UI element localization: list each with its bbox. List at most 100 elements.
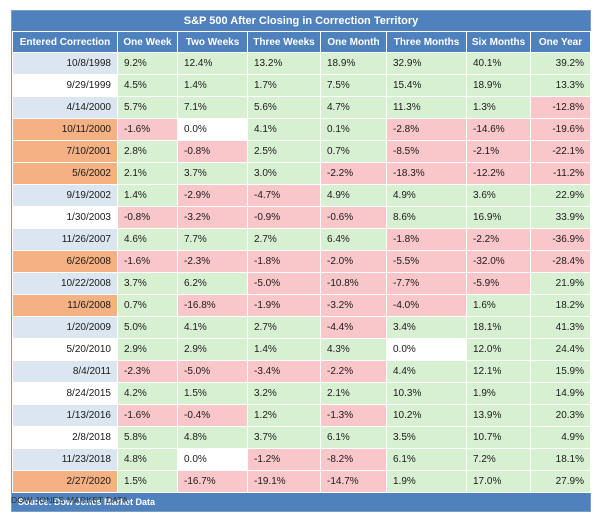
return-cell: -8.2% xyxy=(320,448,387,471)
return-cell: 2.7% xyxy=(247,228,321,251)
return-cell: 15.4% xyxy=(386,74,467,97)
correction-date-cell: 11/6/2008 xyxy=(12,294,118,317)
return-cell: 10.7% xyxy=(466,426,531,449)
return-cell: -1.2% xyxy=(247,448,321,471)
return-cell: 9.2% xyxy=(117,52,178,75)
return-cell: -2.3% xyxy=(117,360,178,383)
correction-date-cell: 8/4/2011 xyxy=(12,360,118,383)
return-cell: -32.0% xyxy=(466,250,531,273)
return-cell: 3.7% xyxy=(117,272,178,295)
return-cell: 12.1% xyxy=(466,360,531,383)
return-cell: 1.5% xyxy=(177,382,248,405)
return-cell: 11.3% xyxy=(386,96,467,119)
return-cell: 41.3% xyxy=(530,316,591,339)
return-cell: -22.1% xyxy=(530,140,591,163)
return-cell: -0.4% xyxy=(177,404,248,427)
return-cell: -14.7% xyxy=(320,470,387,493)
return-cell: 18.9% xyxy=(466,74,531,97)
return-cell: 1.2% xyxy=(247,404,321,427)
return-cell: -1.9% xyxy=(247,294,321,317)
return-cell: 4.5% xyxy=(117,74,178,97)
return-cell: 20.3% xyxy=(530,404,591,427)
return-cell: 4.9% xyxy=(320,184,387,207)
table-row: 2/8/2018 5.8% 4.8% 3.7% 6.1% 3.5% 10.7% 4.9% xyxy=(12,426,591,449)
return-cell: 1.4% xyxy=(117,184,178,207)
correction-date-cell: 1/20/2009 xyxy=(12,316,118,339)
source-note: Source: Dow Jones Market Data xyxy=(12,493,590,511)
return-cell: -2.3% xyxy=(177,250,248,273)
column-header: Entered Correction xyxy=(12,31,118,53)
table-row: 10/11/2000 -1.6% 0.0% 4.1% 0.1% -2.8% -14.6% -1… xyxy=(12,118,591,141)
return-cell: -11.2% xyxy=(530,162,591,185)
return-cell: 22.9% xyxy=(530,184,591,207)
returns-table: Entered Correction One Week Two Weeks Three… xyxy=(12,31,591,493)
column-header: One Month xyxy=(320,31,387,53)
return-cell: 1.7% xyxy=(247,74,321,97)
return-cell: -2.2% xyxy=(320,360,387,383)
correction-date-cell: 10/8/1998 xyxy=(12,52,118,75)
return-cell: -10.8% xyxy=(320,272,387,295)
return-cell: 0.0% xyxy=(177,118,248,141)
return-cell: -19.1% xyxy=(247,470,321,493)
column-header: Three Weeks xyxy=(247,31,321,53)
return-cell: -14.6% xyxy=(466,118,531,141)
return-cell: 4.8% xyxy=(117,448,178,471)
table-row: 9/29/1999 4.5% 1.4% 1.7% 7.5% 15.4% 18.9% 13.3% xyxy=(12,74,591,97)
table-row: 5/20/2010 2.9% 2.9% 1.4% 4.3% 0.0% 12.0% 24.4% xyxy=(12,338,591,361)
return-cell: 6.2% xyxy=(177,272,248,295)
table-row: 1/13/2016 -1.6% -0.4% 1.2% -1.3% 10.2% 13.9% 20… xyxy=(12,404,591,427)
table-row: 2/27/2020 1.5% -16.7% -19.1% -14.7% 1.9% 17.0%… xyxy=(12,470,591,493)
correction-date-cell: 11/26/2007 xyxy=(12,228,118,251)
return-cell: -4.0% xyxy=(386,294,467,317)
return-cell: 40.1% xyxy=(466,52,531,75)
return-cell: 2.5% xyxy=(247,140,321,163)
return-cell: 4.1% xyxy=(177,316,248,339)
return-cell: 0.7% xyxy=(320,140,387,163)
return-cell: -1.3% xyxy=(320,404,387,427)
table-row: 11/23/2018 4.8% 0.0% -1.2% -8.2% 6.1% 7.2% 18.1… xyxy=(12,448,591,471)
table-row: 1/20/2009 5.0% 4.1% 2.7% -4.4% 3.4% 18.1% 41.3% xyxy=(12,316,591,339)
return-cell: 4.7% xyxy=(320,96,387,119)
return-cell: 6.1% xyxy=(386,448,467,471)
return-cell: -5.0% xyxy=(177,360,248,383)
return-cell: 5.0% xyxy=(117,316,178,339)
return-cell: -19.6% xyxy=(530,118,591,141)
return-cell: 18.1% xyxy=(530,448,591,471)
return-cell: -0.8% xyxy=(117,206,178,229)
return-cell: 1.6% xyxy=(466,294,531,317)
footer-credit: DOW JONES MARKET DATA xyxy=(11,495,129,505)
return-cell: 32.9% xyxy=(386,52,467,75)
return-cell: 14.9% xyxy=(530,382,591,405)
return-cell: -1.6% xyxy=(117,404,178,427)
return-cell: 5.6% xyxy=(247,96,321,119)
return-cell: -0.6% xyxy=(320,206,387,229)
return-cell: 7.5% xyxy=(320,74,387,97)
return-cell: 3.7% xyxy=(247,426,321,449)
return-cell: 39.2% xyxy=(530,52,591,75)
return-cell: 33.9% xyxy=(530,206,591,229)
return-cell: -36.9% xyxy=(530,228,591,251)
return-cell: -1.8% xyxy=(247,250,321,273)
return-cell: 6.1% xyxy=(320,426,387,449)
table-body: 10/8/1998 9.2% 12.4% 13.2% 18.9% 32.9% 40.1% 39… xyxy=(12,52,591,493)
return-cell: -28.4% xyxy=(530,250,591,273)
return-cell: -4.4% xyxy=(320,316,387,339)
return-cell: 2.1% xyxy=(117,162,178,185)
return-cell: 0.0% xyxy=(177,448,248,471)
correction-date-cell: 7/10/2001 xyxy=(12,140,118,163)
return-cell: 3.2% xyxy=(247,382,321,405)
return-cell: -12.8% xyxy=(530,96,591,119)
table-row: 6/26/2008 -1.6% -2.3% -1.8% -2.0% -5.5% -32.0%… xyxy=(12,250,591,273)
correction-date-cell: 10/11/2000 xyxy=(12,118,118,141)
correction-date-cell: 9/19/2002 xyxy=(12,184,118,207)
correction-date-cell: 1/30/2003 xyxy=(12,206,118,229)
return-cell: 4.1% xyxy=(247,118,321,141)
return-cell: -0.9% xyxy=(247,206,321,229)
return-cell: 4.4% xyxy=(386,360,467,383)
return-cell: 2.7% xyxy=(247,316,321,339)
return-cell: -16.8% xyxy=(177,294,248,317)
return-cell: -16.7% xyxy=(177,470,248,493)
return-cell: -0.8% xyxy=(177,140,248,163)
table-row: 8/4/2011 -2.3% -5.0% -3.4% -2.2% 4.4% 12.1% 15.… xyxy=(12,360,591,383)
return-cell: -1.8% xyxy=(386,228,467,251)
